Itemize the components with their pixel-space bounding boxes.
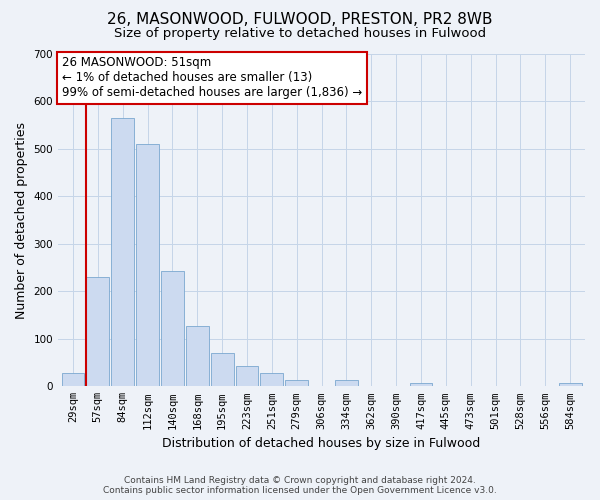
Text: 26 MASONWOOD: 51sqm
← 1% of detached houses are smaller (13)
99% of semi-detache: 26 MASONWOOD: 51sqm ← 1% of detached hou… — [62, 56, 362, 100]
Bar — [86, 277, 109, 386]
Bar — [62, 373, 85, 386]
Bar — [186, 326, 209, 386]
Bar — [111, 118, 134, 386]
Bar — [211, 353, 233, 386]
Bar — [260, 374, 283, 386]
Bar — [136, 144, 159, 386]
Bar — [559, 383, 581, 386]
Bar — [285, 380, 308, 386]
Bar — [410, 383, 433, 386]
Text: 26, MASONWOOD, FULWOOD, PRESTON, PR2 8WB: 26, MASONWOOD, FULWOOD, PRESTON, PR2 8WB — [107, 12, 493, 28]
Bar — [335, 380, 358, 386]
Bar — [236, 366, 259, 386]
Y-axis label: Number of detached properties: Number of detached properties — [15, 122, 28, 318]
Bar — [161, 272, 184, 386]
X-axis label: Distribution of detached houses by size in Fulwood: Distribution of detached houses by size … — [163, 437, 481, 450]
Text: Contains HM Land Registry data © Crown copyright and database right 2024.
Contai: Contains HM Land Registry data © Crown c… — [103, 476, 497, 495]
Text: Size of property relative to detached houses in Fulwood: Size of property relative to detached ho… — [114, 28, 486, 40]
